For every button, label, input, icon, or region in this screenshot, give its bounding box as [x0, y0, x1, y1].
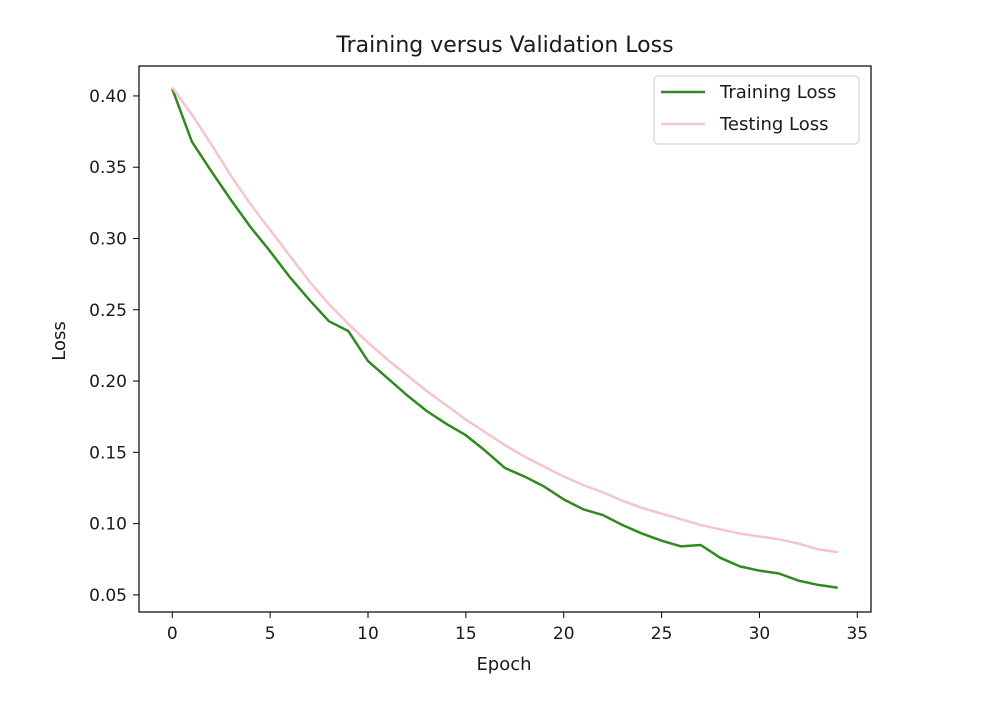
- legend-box: [653, 75, 860, 145]
- y-tick-label: 0.10: [89, 515, 127, 535]
- x-tick-label: 30: [749, 624, 771, 644]
- x-tick-label: 20: [553, 624, 575, 644]
- x-tick-label: 15: [455, 624, 477, 644]
- x-tick-label: 10: [357, 624, 379, 644]
- y-tick-label: 0.15: [89, 443, 127, 463]
- y-tick-label: 0.40: [89, 87, 127, 107]
- y-tick-label: 0.25: [89, 301, 127, 321]
- legend-label-training-loss: Training Loss: [719, 82, 836, 103]
- series-line-training-loss: [171, 88, 838, 590]
- y-tick-label: 0.20: [89, 372, 127, 392]
- series-line-testing-loss: [171, 86, 838, 554]
- x-tick-label: 25: [651, 624, 673, 644]
- y-tick-label: 0.05: [89, 586, 127, 606]
- chart-title: Training versus Validation Loss: [335, 33, 673, 58]
- axes-layer: [138, 65, 872, 613]
- series-layer: [171, 86, 838, 590]
- x-axis-title: Epoch: [476, 654, 531, 675]
- x-tick-label: 35: [846, 624, 868, 644]
- x-tick-label: 5: [265, 624, 276, 644]
- y-tick-label: 0.30: [89, 229, 127, 249]
- legend: Training Loss Testing Loss: [653, 75, 860, 145]
- plot-frame: [138, 65, 872, 613]
- tick-layer: 0 5 10 15 20 25 30 35 0.05 0.10 0.15 0.20 0.25 0.30 0.…: [89, 87, 868, 644]
- y-tick-label: 0.35: [89, 158, 127, 178]
- y-axis-title: Loss: [49, 321, 70, 360]
- legend-label-testing-loss: Testing Loss: [719, 114, 828, 135]
- x-tick-label: 0: [167, 624, 178, 644]
